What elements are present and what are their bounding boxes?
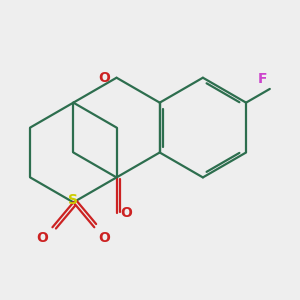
Text: O: O: [98, 71, 110, 85]
Text: O: O: [121, 206, 132, 220]
Text: S: S: [68, 193, 78, 207]
Text: O: O: [98, 231, 110, 245]
Text: F: F: [257, 72, 267, 86]
Text: O: O: [37, 231, 48, 245]
